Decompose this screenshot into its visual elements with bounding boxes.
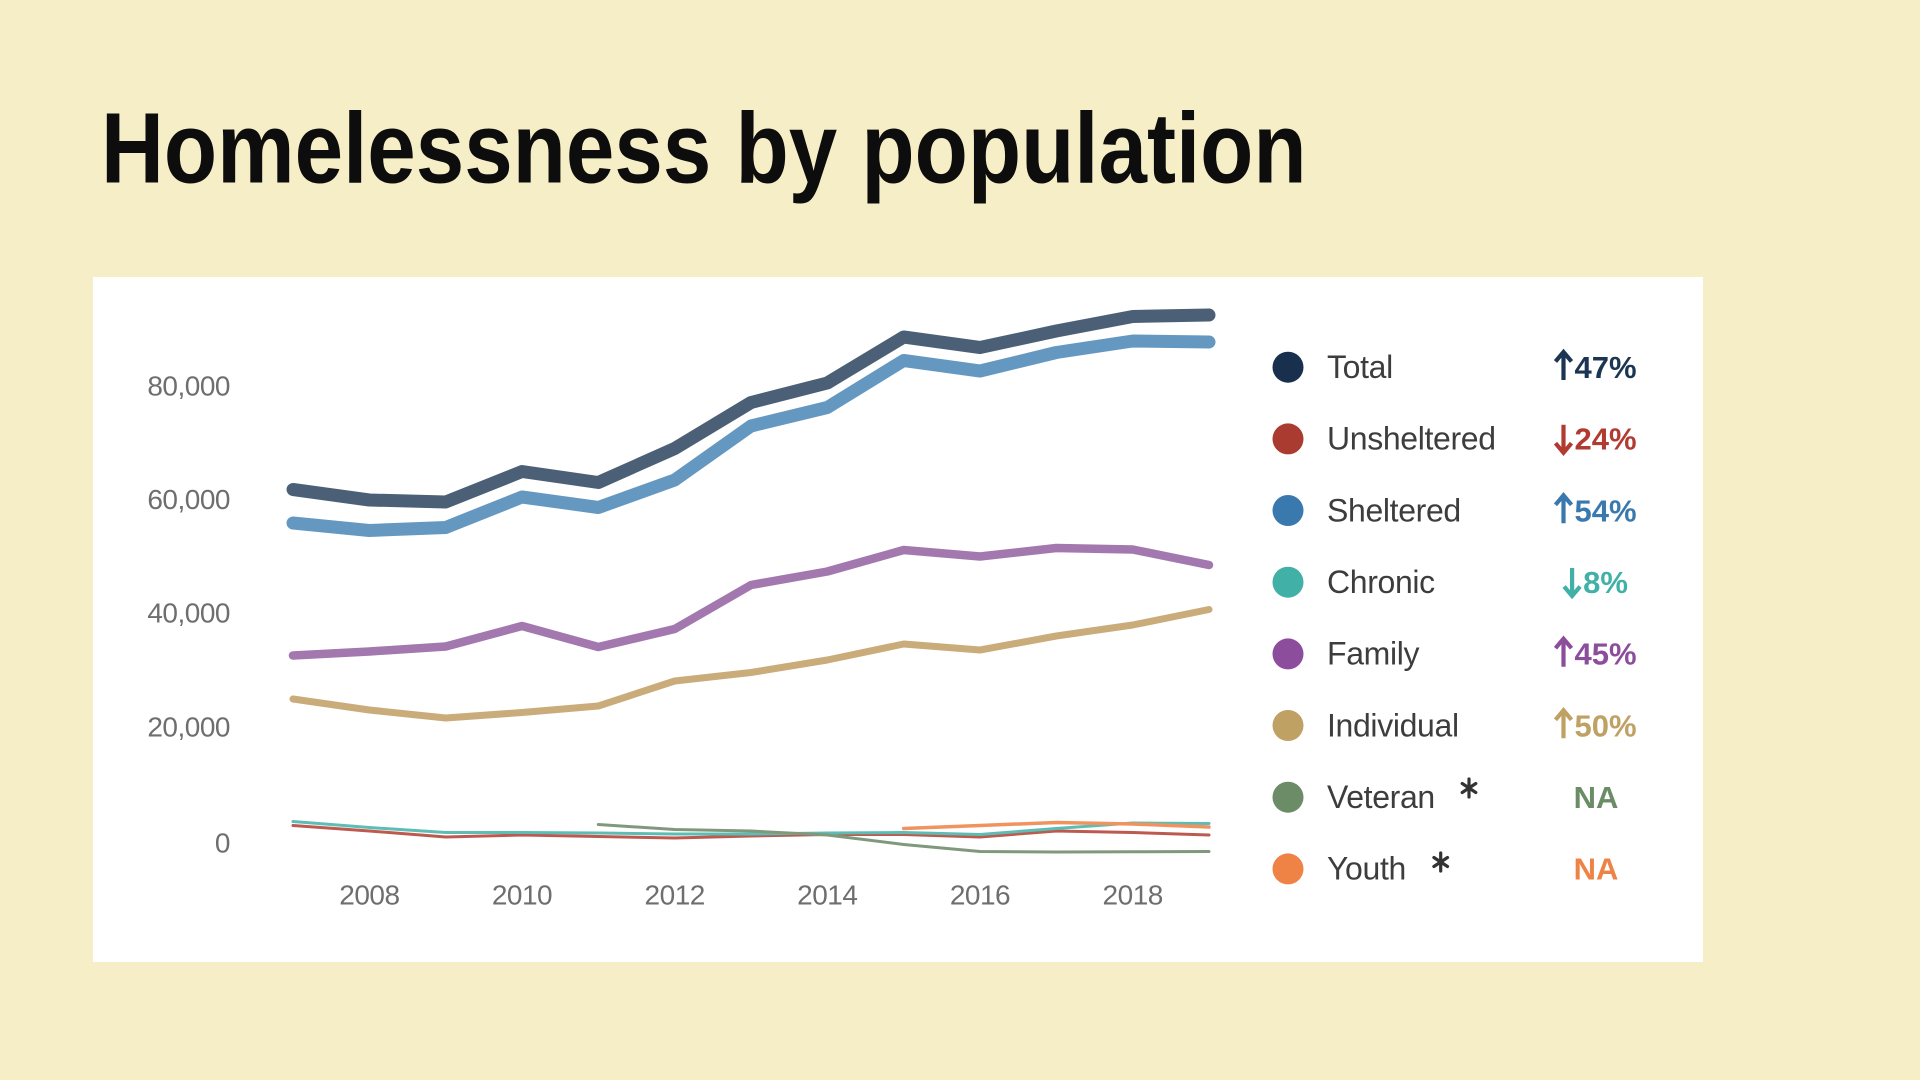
svg-text:20,000: 20,000: [147, 711, 230, 742]
svg-text:Total: Total: [1327, 349, 1393, 385]
svg-text:50%: 50%: [1575, 708, 1637, 743]
svg-text:2018: 2018: [1103, 880, 1163, 911]
svg-text:Veteran: Veteran: [1327, 779, 1435, 815]
svg-text:60,000: 60,000: [147, 484, 230, 515]
svg-text:80,000: 80,000: [147, 371, 230, 402]
svg-text:Unsheltered: Unsheltered: [1327, 421, 1496, 457]
svg-text:0: 0: [215, 827, 230, 858]
svg-text:Chronic: Chronic: [1327, 564, 1435, 600]
svg-text:Youth: Youth: [1327, 851, 1406, 887]
svg-text:2008: 2008: [339, 880, 399, 911]
svg-text:2016: 2016: [950, 880, 1010, 911]
svg-text:54%: 54%: [1575, 493, 1637, 528]
svg-text:40,000: 40,000: [147, 598, 230, 629]
svg-text:2010: 2010: [492, 880, 552, 911]
svg-text:45%: 45%: [1575, 637, 1637, 672]
svg-text:Individual: Individual: [1327, 707, 1459, 743]
svg-text:8%: 8%: [1583, 565, 1628, 600]
svg-text:Homelessness by population: Homelessness by population: [101, 92, 1307, 204]
svg-text:47%: 47%: [1575, 350, 1637, 385]
svg-text:24%: 24%: [1575, 422, 1637, 457]
svg-text:NA: NA: [1574, 852, 1619, 887]
svg-text:2012: 2012: [645, 880, 705, 911]
svg-text:Family: Family: [1327, 636, 1419, 672]
svg-text:2014: 2014: [797, 880, 857, 911]
svg-text:Sheltered: Sheltered: [1327, 492, 1461, 528]
svg-text:NA: NA: [1574, 780, 1619, 815]
